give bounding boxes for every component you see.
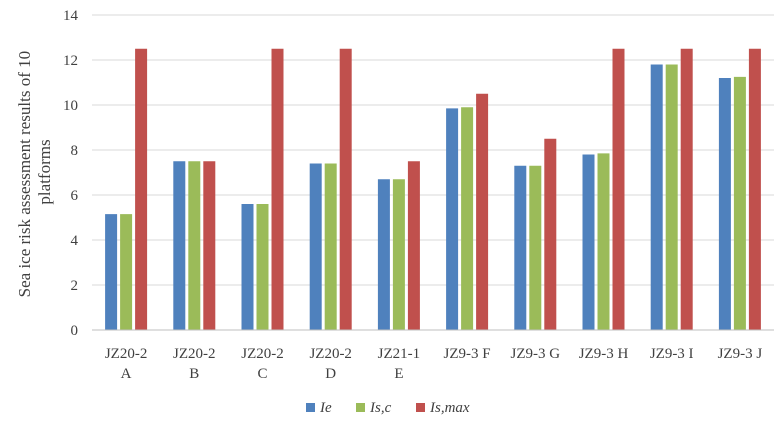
bar-is-max [135,48,148,330]
y-tick-label: 12 [63,53,78,69]
x-tick-label-line: JZ20-2 [173,346,216,362]
bar-is-c [461,107,474,330]
x-tick-label: JZ20-2 D [309,346,352,382]
bar-ie [446,108,459,330]
y-tick-label: 8 [71,143,79,159]
y-axis-label-line-2: platforms [35,139,54,204]
x-tick-label: JZ21-1 E [378,346,421,382]
y-tick-label: 6 [71,188,79,204]
x-tick-label: JZ20-2 C [241,346,284,382]
bar-is-max [680,48,693,330]
bar-ie [718,78,731,330]
x-tick-label-line: JZ9-3 J [718,346,763,362]
legend-label: Ie [319,400,332,416]
bar-ie [377,179,390,330]
x-tick-label-line: JZ9-3 G [511,346,561,362]
bar-ie [650,64,663,330]
bar-is-max [203,161,216,330]
y-axis-ticks: 0 2 4 6 8 10 12 14 [63,8,79,339]
x-tick-label-line: JZ9-3 F [444,346,491,362]
x-tick-label-line: JZ20-2 [309,346,352,362]
bar-is-max [544,138,557,330]
legend-swatch [306,403,315,412]
x-tick-label: JZ9-3 J [718,346,763,362]
y-axis-label: Sea ice risk assessment results of 10 pl… [15,47,54,298]
bar-is-c [529,165,542,330]
legend-swatch [356,403,365,412]
legend-swatch [416,403,425,412]
x-tick-label-line: JZ9-3 I [650,346,694,362]
x-tick-label-line: JZ20-2 [105,346,148,362]
x-tick-label: JZ9-3 I [650,346,694,362]
x-tick-label: JZ20-2 A [105,346,148,382]
bar-is-c [256,204,269,330]
x-tick-label-line: JZ9-3 H [579,346,629,362]
bar-is-max [748,48,761,330]
x-tick-label: JZ9-3 H [579,346,629,362]
y-tick-label: 10 [63,98,78,114]
bar-is-c [665,64,678,330]
x-tick-label-line: JZ21-1 [378,346,421,362]
bar-ie [105,214,118,330]
x-tick-label: JZ20-2 B [173,346,216,382]
y-tick-label: 0 [71,323,79,339]
x-axis-ticks: JZ20-2 A JZ20-2 B JZ20-2 C JZ20-2 D JZ21-1 E JZ9-3… [105,346,762,382]
bar-is-c [392,179,405,330]
bar-is-max [612,48,625,330]
bar-ie [309,163,322,330]
bar-ie [173,161,186,330]
bar-is-c [120,214,133,330]
bar-is-c [597,153,610,330]
bar-ie [582,154,595,330]
x-tick-label-line: C [257,366,267,382]
bar-is-max [407,161,420,330]
bar-is-c [733,76,746,330]
bar-is-max [476,93,489,330]
x-tick-label-line: B [189,366,199,382]
bar-is-max [271,48,284,330]
y-tick-label: 2 [71,278,79,294]
bar-is-max [339,48,352,330]
legend-label: Is,c [369,400,392,416]
x-tick-label-line: D [325,366,336,382]
bars [105,48,761,330]
bar-ie [514,165,527,330]
bar-ie [241,204,254,330]
x-tick-label: JZ9-3 G [511,346,561,362]
y-tick-label: 14 [63,8,79,24]
legend-label: Is,max [429,400,470,416]
x-tick-label-line: A [121,366,132,382]
x-tick-label-line: JZ20-2 [241,346,284,362]
y-tick-label: 4 [71,233,79,249]
bar-is-c [188,161,201,330]
y-axis-label-line-1: Sea ice risk assessment results of 10 [15,51,34,297]
x-tick-label-line: E [394,366,403,382]
x-tick-label: JZ9-3 F [444,346,491,362]
legend: Ie Is,c Is,max [306,400,470,416]
bar-is-c [324,163,337,330]
